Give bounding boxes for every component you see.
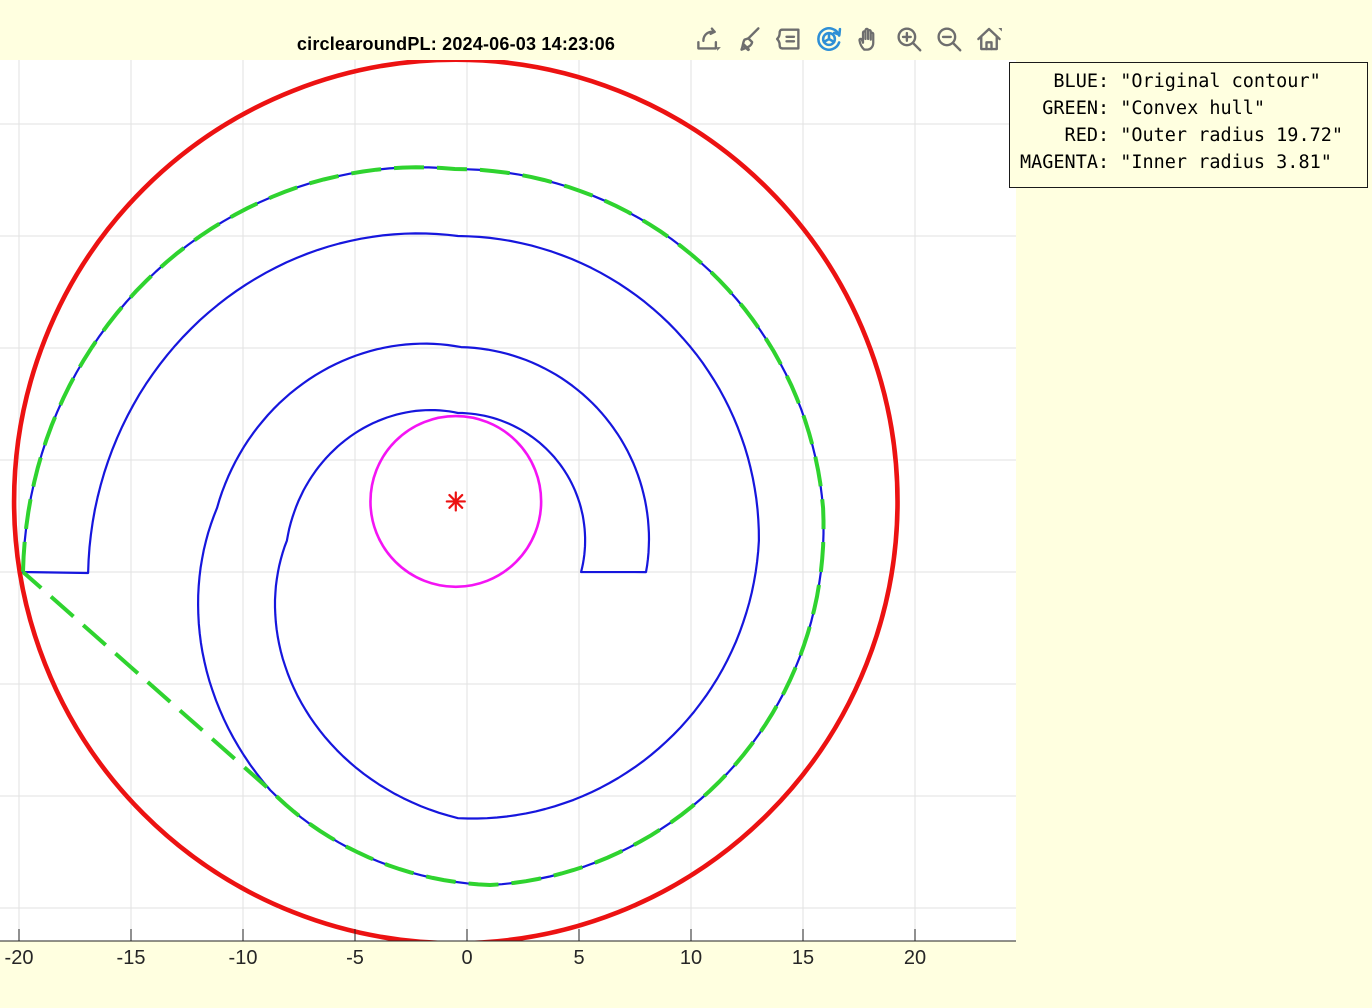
legend-line-blue: BLUE: "Original contour" bbox=[1020, 68, 1359, 95]
x-tick-label: -20 bbox=[0, 947, 51, 970]
x-tick-label: 20 bbox=[883, 947, 947, 970]
plot-background bbox=[0, 60, 1016, 941]
legend-box: BLUE: "Original contour" GREEN: "Convex … bbox=[1009, 62, 1368, 188]
x-tick-label: 0 bbox=[435, 947, 499, 970]
matlab-figure-window: circlearoundPL: 2024-06-03 14:23:06 -20-… bbox=[0, 0, 1372, 1008]
legend-line-red: RED: "Outer radius 19.72" bbox=[1020, 122, 1359, 149]
legend-line-green: GREEN: "Convex hull" bbox=[1020, 95, 1359, 122]
x-tick-label: 10 bbox=[659, 947, 723, 970]
x-tick-label: 5 bbox=[547, 947, 611, 970]
x-tick-label: -10 bbox=[211, 947, 275, 970]
x-axis-tick-labels: -20 -15 -10 -5 0 5 10 15 20 bbox=[0, 947, 1017, 973]
legend-line-magenta: MAGENTA: "Inner radius 3.81" bbox=[1020, 149, 1359, 176]
x-tick-label: -15 bbox=[99, 947, 163, 970]
x-tick-label: 15 bbox=[771, 947, 835, 970]
x-tick-label: -5 bbox=[323, 947, 387, 970]
